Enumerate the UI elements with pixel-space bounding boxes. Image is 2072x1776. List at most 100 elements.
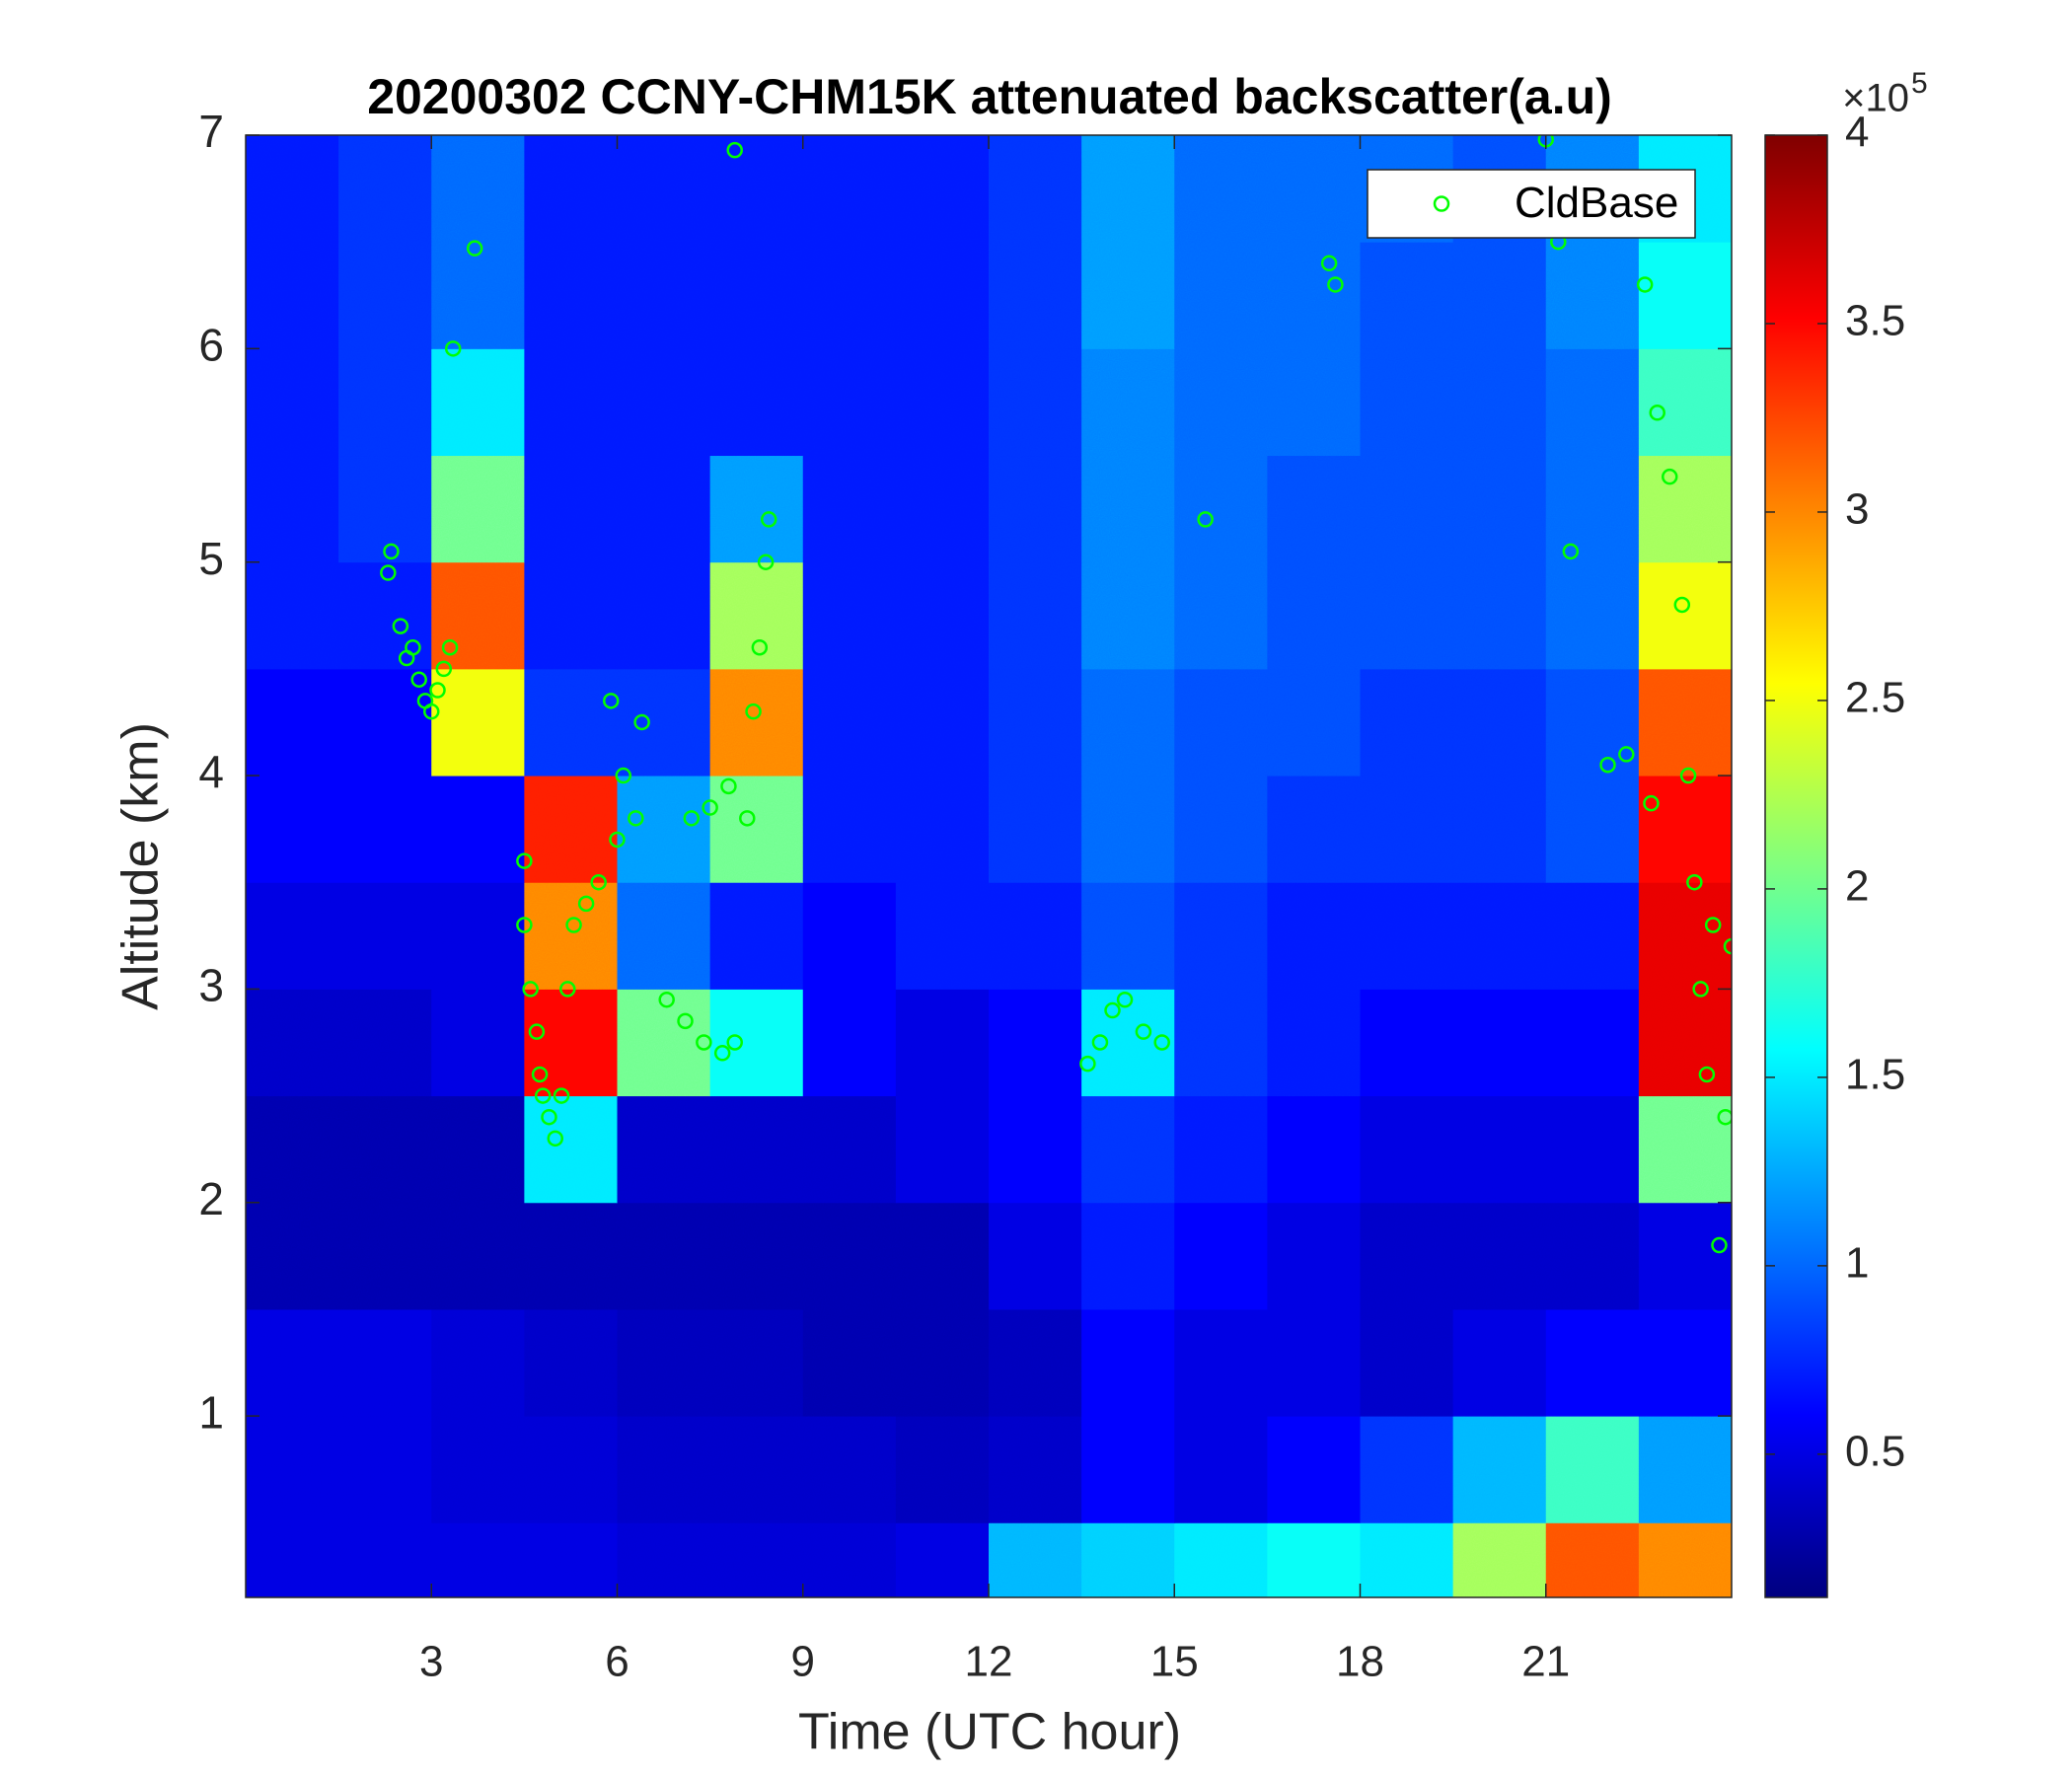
colorbar-exponent: 5: [1911, 67, 1928, 100]
y-tick-label: 2: [198, 1173, 224, 1224]
cloud-base-point: [565, 917, 582, 933]
cloud-base-point: [609, 831, 626, 849]
cloud-base-point: [531, 1066, 549, 1083]
cloud-base-point: [541, 1108, 557, 1126]
x-tick-label: 6: [605, 1638, 629, 1686]
cloud-base-point: [1704, 917, 1722, 933]
cloud-base-point: [1116, 991, 1134, 1008]
cloud-base-point: [1636, 276, 1654, 293]
cloud-base-point: [1091, 1034, 1109, 1051]
cloud-base-point: [1711, 1236, 1728, 1254]
cloud-base-point: [516, 917, 533, 933]
cloud-base-point: [1649, 405, 1665, 421]
cloud-base-point: [1135, 1023, 1152, 1040]
cloud-base-point: [1562, 543, 1580, 560]
cloud-base-point: [1717, 1108, 1732, 1126]
cloud-base-point: [1320, 255, 1338, 272]
cloud-base-point: [739, 810, 756, 827]
cloud-base-point: [590, 873, 607, 891]
colorbar-tick-label: 0.5: [1845, 1427, 1905, 1475]
cloud-base-point: [713, 1045, 731, 1062]
cloud-base-point: [1153, 1034, 1170, 1051]
colorbar-tick-label: 1: [1845, 1239, 1869, 1288]
cloud-base-point: [429, 682, 446, 699]
cloud-base-point: [633, 713, 650, 731]
cloud-base-point: [1692, 981, 1709, 998]
x-tick-label: 12: [965, 1638, 1013, 1686]
cloud-base-point: [1643, 794, 1660, 812]
cloud-base-point: [745, 703, 762, 720]
cloud-base-point: [1618, 746, 1635, 763]
cloud-base-point: [553, 1087, 570, 1104]
cloud-base-point: [1698, 1066, 1716, 1083]
cloud-base-point: [522, 981, 539, 998]
y-axis-label: Altitude (km): [112, 722, 170, 1010]
cloud-base-point: [751, 638, 769, 656]
cloud-base-point: [380, 564, 397, 581]
cloud-base-point: [516, 852, 533, 869]
cloud-base-point: [383, 543, 400, 560]
chart-title: 20200302 CCNY-CHM15K attenuated backscat…: [367, 69, 1612, 124]
legend-box: [1367, 169, 1696, 239]
cloud-base-point: [726, 1034, 743, 1051]
x-tick-label: 9: [791, 1638, 815, 1686]
cloud-base-point: [720, 777, 737, 795]
y-tick-label: 4: [198, 746, 224, 797]
legend-marker: [1433, 195, 1450, 212]
cloud-base-point: [559, 981, 576, 998]
cloud-base-point: [547, 1130, 563, 1147]
cloud-base-point: [444, 340, 462, 357]
cloud-base-point: [423, 703, 440, 720]
cloud-base-point: [528, 1023, 546, 1040]
cloud-base-point: [441, 638, 459, 656]
colorbar-tick-label: 3: [1845, 485, 1869, 534]
y-tick-label: 6: [198, 320, 224, 371]
cloud-base-point: [534, 1087, 552, 1104]
cloud-base-point: [410, 671, 427, 688]
cloud-base-point: [1104, 1001, 1121, 1019]
cloud-base-point: [466, 240, 483, 257]
cloud-base-point: [1662, 468, 1678, 485]
colorbar-tick-label: 3.5: [1845, 297, 1905, 345]
cloud-base-point: [1723, 937, 1732, 955]
cloud-base-point: [1327, 276, 1344, 293]
cloud-base-point: [1079, 1055, 1096, 1073]
colorbar-tick-label: 1.5: [1845, 1051, 1905, 1099]
cloud-base-point: [405, 638, 421, 656]
cloud-base-point: [435, 660, 453, 678]
texture: [246, 135, 1732, 1597]
cloud-base-point: [602, 693, 620, 709]
colorbar-tick-label: 2: [1845, 862, 1869, 911]
colorbar-multiplier: ×10: [1842, 77, 1909, 120]
y-tick-label: 5: [198, 533, 224, 584]
x-axis-label: Time (UTC hour): [798, 1704, 1181, 1761]
x-tick-label: 18: [1336, 1638, 1384, 1686]
cloud-base-point: [392, 618, 409, 634]
cloud-base-point: [1679, 767, 1697, 784]
legend-label: CldBase: [1515, 179, 1678, 227]
cloud-base-point: [677, 1012, 694, 1030]
colorbar-tick-label: 4: [1845, 109, 1869, 157]
cloud-base-point: [628, 810, 644, 827]
cloud-base-point: [757, 554, 775, 570]
colorbar: [1764, 134, 1828, 1598]
cloud-base-point: [1599, 756, 1616, 774]
y-tick-label: 7: [198, 106, 224, 157]
scatter: [380, 135, 1732, 1254]
cloud-base-point: [1197, 511, 1214, 528]
x-tick-label: 3: [419, 1638, 443, 1686]
cloud-base-point: [760, 511, 777, 528]
y-tick-label: 3: [198, 960, 224, 1011]
cloud-base-point: [683, 810, 701, 827]
cloud-base-point: [726, 141, 743, 159]
cloud-base-point: [658, 991, 675, 1008]
cloud-base-point: [702, 799, 718, 816]
x-tick-label: 21: [1521, 1638, 1570, 1686]
colorbar-tick-label: 2.5: [1845, 674, 1905, 722]
x-tick-label: 15: [1150, 1638, 1199, 1686]
cloud-base-point: [1686, 873, 1703, 891]
cloud-base-point: [615, 767, 632, 784]
cloud-base-point: [696, 1034, 712, 1051]
cloud-base-point: [1673, 596, 1691, 614]
